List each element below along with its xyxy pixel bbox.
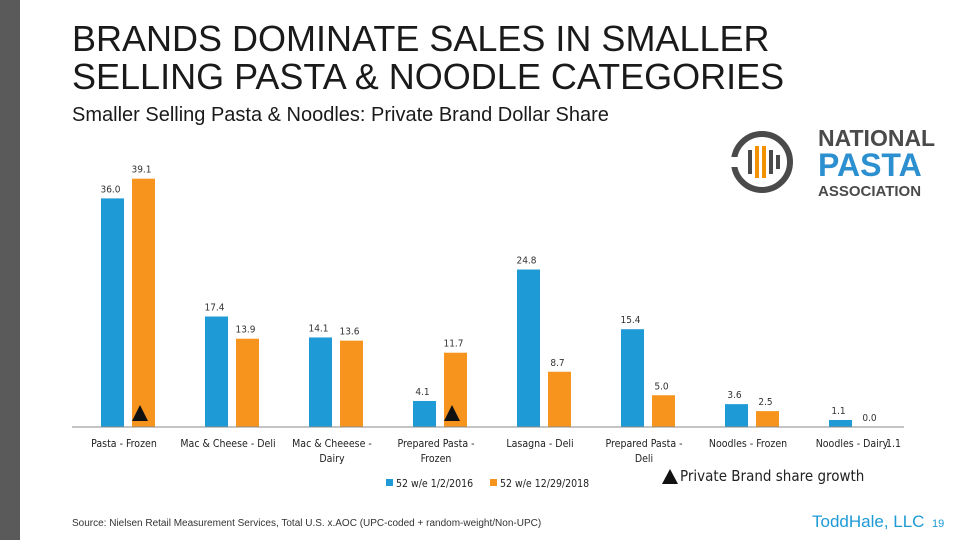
category-label-mac-cheeese-dairy: Mac & Cheeese -Dairy: [292, 438, 372, 465]
logo-text-national: NATIONAL: [818, 125, 935, 151]
category-labels-layer: Pasta - Frozen Mac & Cheese - Deli Mac & C…: [91, 438, 889, 465]
source-footnote: Source: Nielsen Retail Measurement Servi…: [72, 518, 542, 529]
value-labels-layer: 36.0 39.1 17.4 13.9 14.1 13.6 4.1 11.7 24.8 8.7 15…: [100, 165, 876, 424]
value-label-mac-cheeese-dairy-series-1: 14.1: [308, 323, 328, 334]
national-pasta-association-logo: NATIONAL PASTA ASSOCIATION: [728, 125, 935, 200]
footer-brand: ToddHale, LLC: [812, 512, 925, 531]
bars-layer: [101, 178, 852, 427]
value-label-mac-cheese-deli-series-1: 17.4: [204, 303, 224, 314]
value-label-prepared-pasta-frozen-series-1: 4.1: [415, 387, 429, 398]
chart-subtitle: Smaller Selling Pasta & Noodles: Private…: [72, 104, 609, 126]
value-label-lasagna-deli-series-2: 8.7: [550, 358, 564, 369]
slide-left-accent-bar: [0, 0, 20, 540]
logo-stripe-2: [755, 146, 759, 178]
bar-mac-cheeese-dairy-series-2: [340, 340, 363, 427]
bar-noodles-dairy-series-1: [829, 420, 852, 427]
logo-text-association: ASSOCIATION: [818, 183, 921, 200]
logo-stripe-3: [762, 146, 766, 178]
category-label-prepared-pasta-deli: Prepared Pasta -Deli: [605, 438, 682, 465]
legend-label-series-2: 52 w/e 12/29/2018: [500, 478, 589, 490]
category-label-noodles-frozen: Noodles - Frozen: [709, 438, 787, 450]
chart-legend: 52 w/e 1/2/2016 52 w/e 12/29/2018 Private …: [386, 467, 864, 490]
bar-lasagna-deli-series-2: [548, 371, 571, 427]
value-label-noodles-frozen-series-1: 3.6: [727, 390, 742, 401]
bar-mac-cheese-deli-series-2: [236, 338, 259, 427]
bar-noodles-frozen-series-1: [725, 404, 748, 427]
value-label-prepared-pasta-deli-series-1: 15.4: [620, 315, 640, 326]
title-line-1: BRANDS DOMINATE SALES IN SMALLER: [72, 18, 770, 59]
legend-swatch-series-2: [490, 479, 497, 486]
value-label-mac-cheeese-dairy-series-2: 13.6: [339, 327, 359, 338]
value-label-noodles-dairy-series-1: 1.1: [831, 406, 845, 417]
logo-ring-gap: [728, 157, 746, 167]
value-label-lasagna-deli-series-1: 24.8: [516, 256, 536, 267]
logo-stripe-5: [776, 155, 780, 169]
category-label-mac-cheese-deli: Mac & Cheese - Deli: [180, 438, 275, 450]
value-label-pasta-frozen-series-2: 39.1: [131, 165, 151, 176]
value-label-noodles-frozen-series-2: 2.5: [758, 397, 772, 408]
bar-prepared-pasta-deli-series-1: [621, 329, 644, 427]
value-label-prepared-pasta-frozen-series-2: 11.7: [443, 339, 463, 350]
extra-annotation-label: 1.1: [886, 438, 901, 450]
logo-text-pasta: PASTA: [818, 147, 922, 183]
growth-marker-prepared-pasta-frozen: [444, 405, 460, 421]
bar-prepared-pasta-frozen-series-2: [444, 352, 467, 427]
legend-label-series-1: 52 w/e 1/2/2016: [396, 478, 473, 490]
logo-stripe-1: [748, 150, 752, 174]
legend-growth-label: Private Brand share growth: [680, 467, 864, 485]
category-label-noodles-dairy: Noodles - Dairy: [816, 438, 889, 450]
bar-pasta-frozen-series-1: [101, 198, 124, 427]
bar-pasta-frozen-series-2: [132, 178, 155, 427]
value-label-prepared-pasta-deli-series-2: 5.0: [654, 381, 669, 392]
slide-title: BRANDS DOMINATE SALES IN SMALLER SELLING…: [72, 20, 932, 96]
category-label-prepared-pasta-frozen: Prepared Pasta -Frozen: [397, 438, 474, 465]
bar-mac-cheese-deli-series-1: [205, 316, 228, 427]
bar-prepared-pasta-deli-series-2: [652, 395, 675, 427]
growth-marker-pasta-frozen: [132, 405, 148, 421]
logo-stripe-4: [769, 150, 773, 174]
bar-noodles-frozen-series-2: [756, 411, 779, 427]
legend-swatch-series-1: [386, 479, 393, 486]
category-label-lasagna-deli: Lasagna - Deli: [506, 438, 573, 450]
page-number: 19: [932, 518, 945, 530]
value-label-noodles-dairy-series-2: 0.0: [862, 413, 877, 424]
bar-mac-cheeese-dairy-series-1: [309, 337, 332, 427]
bar-lasagna-deli-series-1: [517, 269, 540, 427]
growth-markers-layer: [132, 405, 460, 421]
legend-growth-triangle: [662, 469, 678, 484]
category-label-pasta-frozen: Pasta - Frozen: [91, 438, 157, 450]
title-line-2: SELLING PASTA & NOODLE CATEGORIES: [72, 56, 785, 97]
bar-prepared-pasta-frozen-series-1: [413, 400, 436, 427]
value-label-mac-cheese-deli-series-2: 13.9: [235, 325, 255, 336]
value-label-pasta-frozen-series-1: 36.0: [100, 184, 120, 195]
